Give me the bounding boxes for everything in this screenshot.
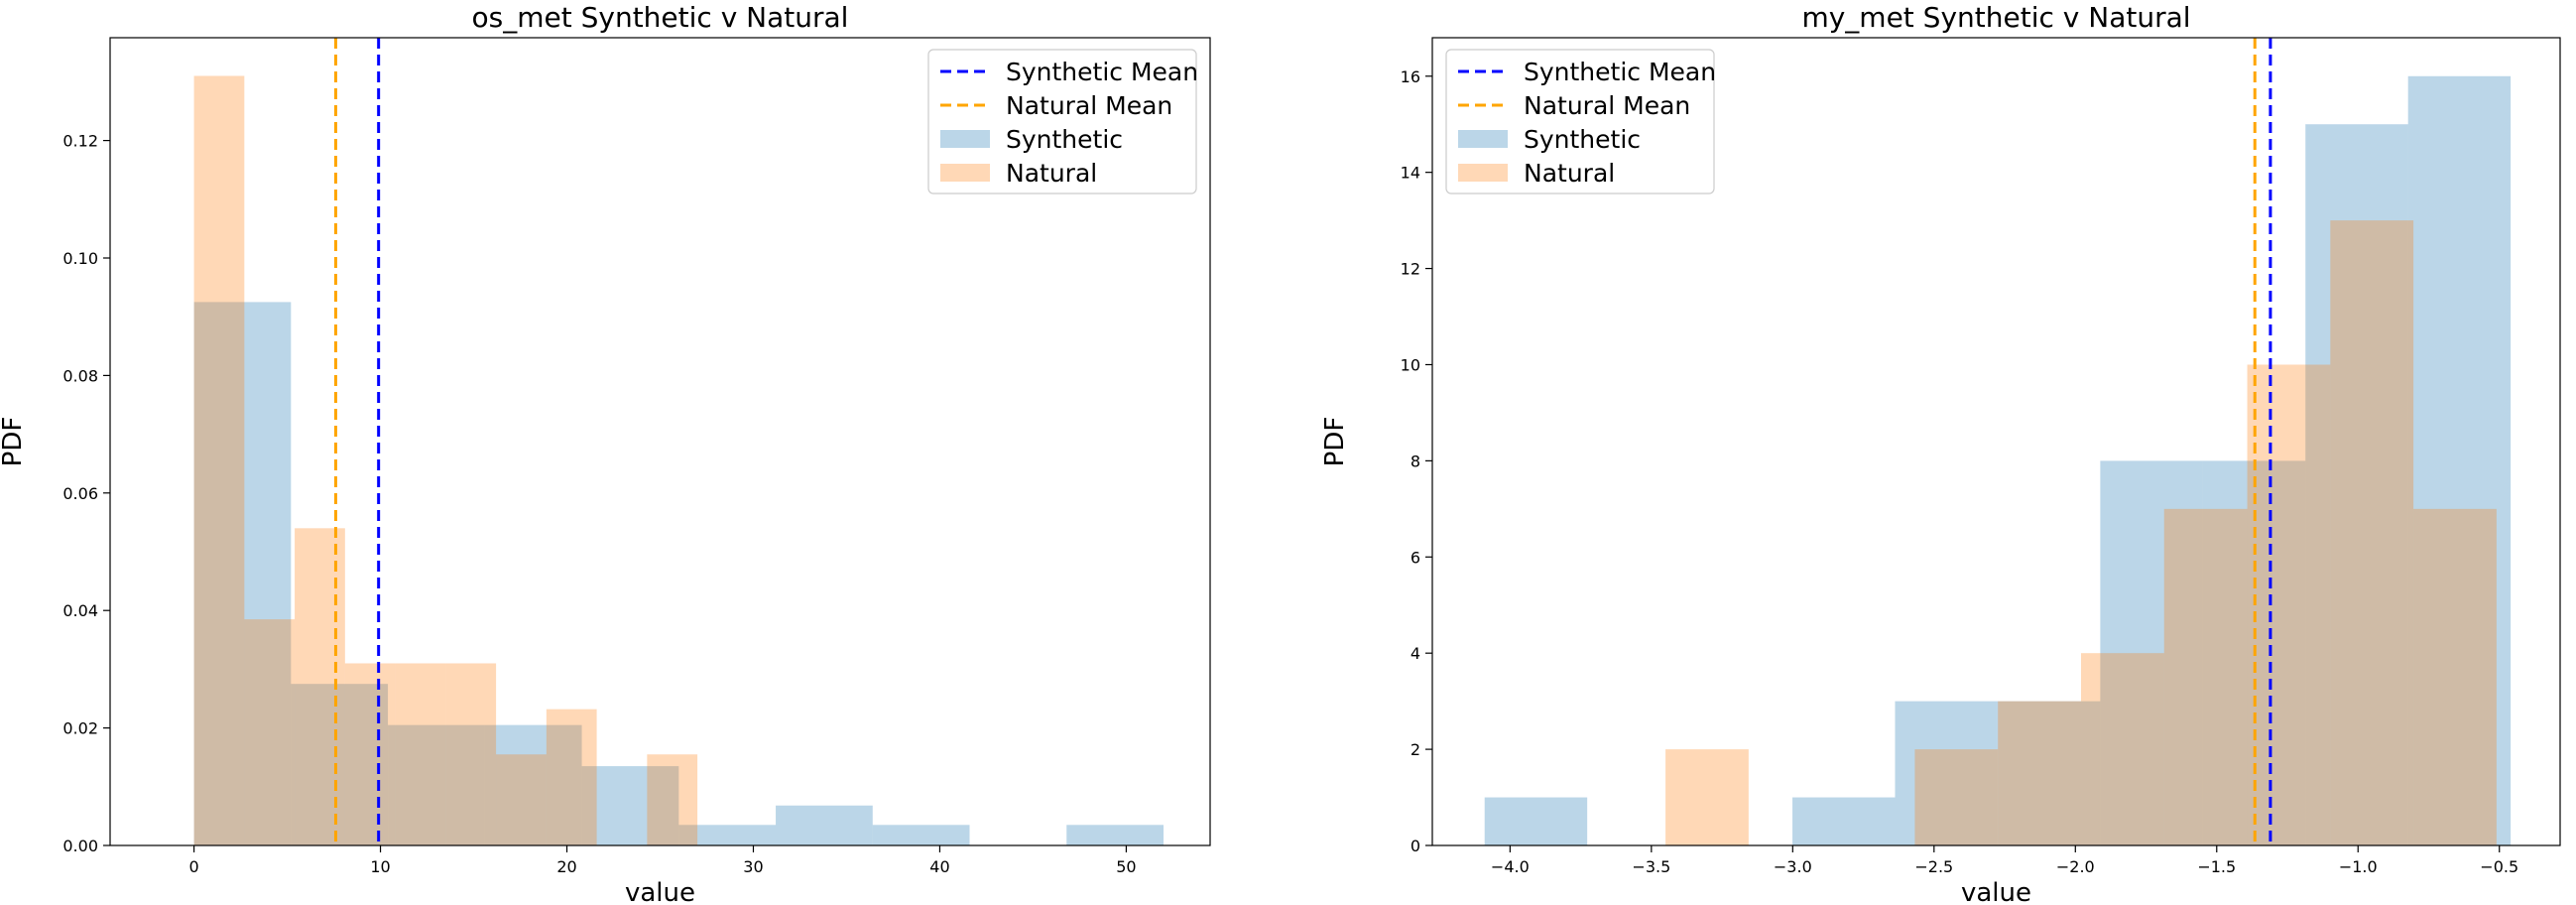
x-tick-label: −2.5 bbox=[1914, 857, 1953, 876]
bar-synthetic-1 bbox=[291, 684, 389, 845]
y-tick-label: 0.02 bbox=[62, 719, 98, 738]
legend-label: Synthetic bbox=[1524, 125, 1641, 154]
legend-swatch-patch bbox=[1458, 164, 1508, 182]
x-axis-label: value bbox=[1961, 878, 2031, 905]
bar-natural-0 bbox=[193, 75, 245, 846]
bar-natural-7 bbox=[546, 709, 597, 845]
bar-synthetic-2 bbox=[388, 724, 485, 845]
x-tick-label: −1.0 bbox=[2339, 857, 2378, 876]
x-tick-label: 10 bbox=[370, 857, 390, 876]
legend-swatch-patch bbox=[1458, 130, 1508, 148]
x-tick-label: 20 bbox=[556, 857, 576, 876]
legend-swatch-patch bbox=[940, 164, 990, 182]
bar-natural-5 bbox=[445, 663, 497, 845]
y-tick-label: 0.10 bbox=[62, 249, 98, 268]
bar-natural-6 bbox=[496, 754, 547, 845]
bar-natural-9 bbox=[647, 754, 698, 845]
x-tick-label: 50 bbox=[1116, 857, 1136, 876]
y-tick-label: 0.00 bbox=[62, 837, 98, 855]
series-synthetic bbox=[1484, 75, 2512, 845]
y-tick-label: 0 bbox=[1411, 837, 1420, 855]
legend-frame bbox=[1445, 49, 1715, 194]
x-tick-label: 30 bbox=[743, 857, 763, 876]
legend-label: Natural bbox=[1524, 159, 1615, 188]
bar-natural-3 bbox=[344, 663, 396, 845]
bar-synthetic-0 bbox=[193, 302, 292, 845]
legend-label: Synthetic Mean bbox=[1524, 58, 1716, 86]
legend-label: Synthetic Mean bbox=[1006, 58, 1198, 86]
y-tick-label: 16 bbox=[1401, 67, 1420, 86]
y-tick-label: 8 bbox=[1411, 452, 1420, 470]
y-tick-label: 6 bbox=[1411, 548, 1420, 567]
bar-synthetic-4 bbox=[581, 766, 679, 845]
bar-natural-5 bbox=[2080, 653, 2164, 845]
legend-label: Synthetic bbox=[1006, 125, 1123, 154]
bar-synthetic-5 bbox=[1997, 701, 2101, 845]
x-axis-label: value bbox=[625, 878, 695, 905]
chart-my-met: −4.0 −3.5 −3.0 −2.5 −2.0 −1.5 −1.0 −0.5 0 2 4 6 8 10 1… bbox=[1320, 1, 2561, 905]
x-tick-label: −3.5 bbox=[1632, 857, 1670, 876]
y-tick-label: 0.12 bbox=[62, 132, 98, 151]
y-tick-label: 0.08 bbox=[62, 366, 98, 385]
chart-os-met: 0 10 20 30 40 50 0.00 0.02 0.04 0.06 0.08 0.10 0.12 o… bbox=[0, 1, 1211, 905]
bar-natural-4 bbox=[395, 663, 446, 845]
bar-synthetic-3 bbox=[484, 724, 582, 845]
bar-natural-8 bbox=[2330, 220, 2414, 846]
y-tick-label: 10 bbox=[1401, 355, 1420, 374]
series-natural bbox=[1665, 220, 2497, 846]
bar-natural-6 bbox=[2163, 508, 2248, 845]
bar-synthetic-9 bbox=[1066, 825, 1165, 845]
chart-title: os_met Synthetic v Natural bbox=[472, 1, 849, 34]
bar-synthetic-7 bbox=[872, 825, 970, 845]
x-tick-label: 40 bbox=[929, 857, 949, 876]
legend-label: Natural bbox=[1006, 159, 1097, 188]
legend: Synthetic Mean Natural Mean Synthetic Natur… bbox=[1445, 49, 1716, 194]
legend-label: Natural Mean bbox=[1006, 91, 1172, 120]
bar-synthetic-0 bbox=[1484, 797, 1588, 845]
bar-synthetic-5 bbox=[678, 825, 777, 845]
y-tick-label: 0.04 bbox=[62, 601, 98, 620]
legend-swatch-patch bbox=[940, 130, 990, 148]
legend-label: Natural Mean bbox=[1524, 91, 1690, 120]
y-tick-label: 2 bbox=[1411, 740, 1420, 759]
x-tick-label: −3.0 bbox=[1774, 857, 1812, 876]
y-tick-label: 12 bbox=[1401, 260, 1420, 279]
y-tick-label: 14 bbox=[1401, 164, 1420, 183]
bar-synthetic-3 bbox=[1792, 797, 1896, 845]
y-tick-label: 0.06 bbox=[62, 484, 98, 503]
bar-synthetic-6 bbox=[2100, 460, 2203, 845]
y-axis-label: PDF bbox=[0, 417, 28, 467]
x-tick-label: −2.0 bbox=[2056, 857, 2095, 876]
x-tick-label: −0.5 bbox=[2480, 857, 2518, 876]
legend-frame bbox=[927, 49, 1197, 194]
axes-frame bbox=[1431, 37, 2561, 846]
bar-synthetic-8 bbox=[2305, 124, 2408, 845]
series-natural bbox=[193, 75, 698, 846]
bar-natural-3 bbox=[1914, 749, 1999, 845]
bar-natural-4 bbox=[1998, 701, 2081, 845]
bar-synthetic-6 bbox=[776, 805, 873, 845]
bar-natural-2 bbox=[295, 528, 345, 845]
x-tick-label: 0 bbox=[188, 857, 198, 876]
bar-natural-1 bbox=[244, 619, 296, 845]
axes-frame bbox=[109, 37, 1211, 846]
bar-natural-7 bbox=[2247, 364, 2331, 845]
bar-synthetic-9 bbox=[2407, 75, 2512, 845]
legend: Synthetic Mean Natural Mean Synthetic Natur… bbox=[927, 49, 1198, 194]
y-tick-label: 4 bbox=[1411, 644, 1420, 663]
bar-natural-9 bbox=[2413, 508, 2497, 845]
chart-title: my_met Synthetic v Natural bbox=[1801, 1, 2190, 34]
bar-synthetic-4 bbox=[1895, 701, 1998, 845]
x-tick-label: −4.0 bbox=[1491, 857, 1530, 876]
x-tick-label: −1.5 bbox=[2197, 857, 2236, 876]
bar-natural-0 bbox=[1665, 749, 1749, 845]
y-axis-label: PDF bbox=[1320, 417, 1350, 467]
series-synthetic bbox=[193, 302, 1165, 845]
